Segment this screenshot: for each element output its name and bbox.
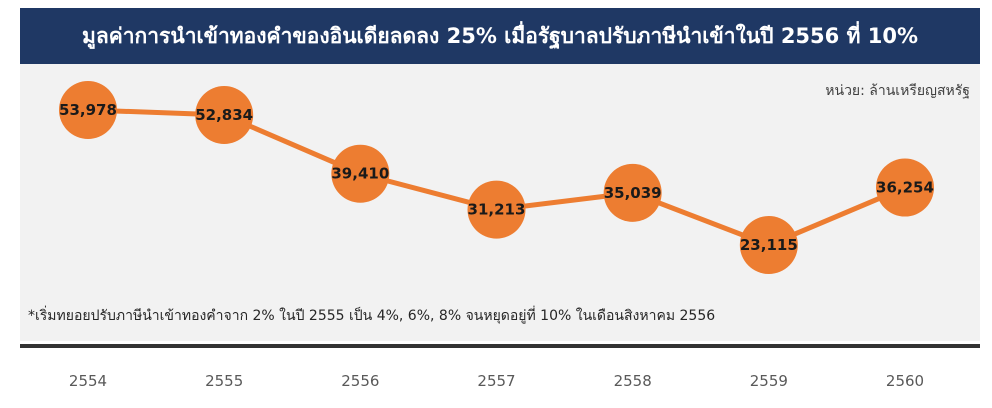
data-label-2558: 35,039 xyxy=(604,184,662,202)
x-tick-label: 2558 xyxy=(614,372,652,390)
x-tick-label: 2559 xyxy=(750,372,788,390)
data-label-2555: 52,834 xyxy=(195,106,253,124)
x-tick-label: 2557 xyxy=(477,372,515,390)
x-tick-label: 2560 xyxy=(886,372,924,390)
footnote: *เริ่มทยอยปรับภาษีนำเข้าทองคำจาก 2% ในปี… xyxy=(28,308,716,324)
x-axis-line xyxy=(20,344,980,348)
data-label-2559: 23,115 xyxy=(740,236,798,254)
data-label-2560: 36,254 xyxy=(876,179,934,197)
unit-label: หน่วย: ล้านเหรียญสหรัฐ xyxy=(825,83,970,99)
data-point-2560 xyxy=(876,158,934,217)
data-point-2555 xyxy=(195,86,254,145)
chart-title: มูลค่าการนำเข้าทองคำของอินเดียลดลง 25% เ… xyxy=(20,8,980,64)
data-point-2558 xyxy=(603,163,662,222)
data-point-2554 xyxy=(59,81,117,139)
x-tick-label: 2554 xyxy=(69,372,107,390)
data-label-2556: 39,410 xyxy=(331,165,389,183)
x-tick-label: 2556 xyxy=(341,372,379,390)
data-point-2556 xyxy=(331,144,390,203)
x-tick-label: 2555 xyxy=(205,372,243,390)
data-point-2557 xyxy=(467,180,526,239)
data-label-2557: 31,213 xyxy=(468,201,526,219)
data-point-2559 xyxy=(739,216,798,274)
data-label-2554: 53,978 xyxy=(59,101,117,119)
